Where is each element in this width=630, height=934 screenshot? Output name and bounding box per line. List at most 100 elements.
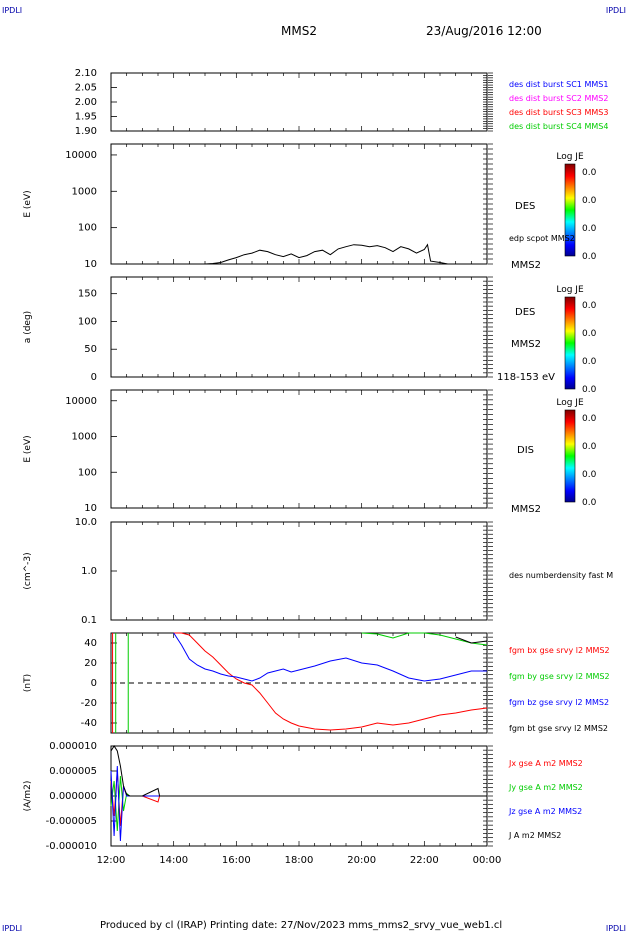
legend-entry: des dist burst SC4 MMS4: [509, 122, 608, 131]
legend-entry: fgm bz gse srvy l2 MMS2: [509, 698, 609, 707]
y-tick-label: -40: [81, 718, 97, 729]
colorbar-title: Log JE: [556, 398, 584, 408]
y-axis-label: E (eV): [23, 190, 33, 217]
y-tick-label: 150: [78, 289, 97, 300]
y-tick-label: 10.0: [75, 517, 97, 528]
y-tick-label: 0.000000: [49, 791, 97, 802]
time-tick-label: 20:00: [347, 855, 376, 866]
panel-frame: [110, 276, 488, 378]
panel-frame: [110, 389, 488, 509]
y-tick-label: 0: [91, 372, 97, 383]
colorbar-title: Log JE: [556, 152, 584, 162]
y-axis-label: (nT): [23, 674, 33, 692]
colorbar: [564, 163, 576, 257]
y-tick-label: 100: [78, 467, 97, 478]
instrument-label: DES: [515, 307, 535, 318]
y-tick-label: 100: [78, 316, 97, 327]
legend-entry: fgm by gse srvy l2 MMS2: [509, 672, 610, 681]
colorbar: [564, 296, 576, 390]
time-tick-label: 00:00: [473, 855, 502, 866]
spacecraft-label: MMS2: [511, 504, 541, 515]
y-tick-label: -20: [81, 698, 97, 709]
legend-entry: des numberdensity fast M: [509, 571, 613, 580]
y-tick-label: 2.00: [75, 97, 97, 108]
panel-frame: [110, 521, 488, 621]
colorbar-tick-label: 0.0: [582, 224, 597, 234]
energy-range-label: 118-153 eV: [497, 372, 555, 383]
y-axis-label: E (eV): [23, 435, 33, 462]
series-line: [110, 765, 487, 842]
time-tick-label: 18:00: [285, 855, 314, 866]
y-axis-label: a (deg): [23, 311, 33, 343]
colorbar-tick-label: 0.0: [582, 357, 597, 367]
colorbar-tick-label: 0.0: [582, 168, 597, 178]
plot-datetime: 23/Aug/2016 12:00: [426, 24, 542, 38]
colorbar: [564, 409, 576, 503]
instrument-label: DES: [515, 201, 535, 212]
spacecraft-label: MMS2: [511, 260, 541, 271]
y-tick-label: 2.05: [75, 83, 97, 94]
footer-credits: Produced by cl (IRAP) Printing date: 27/…: [100, 920, 503, 931]
y-tick-label: 1.0: [81, 566, 97, 577]
y-tick-label: 10: [84, 259, 97, 270]
y-tick-label: 10000: [65, 150, 97, 161]
time-tick-label: 16:00: [222, 855, 251, 866]
y-tick-label: 0.1: [81, 615, 97, 626]
time-tick-label: 14:00: [159, 855, 188, 866]
series-line: [110, 775, 487, 832]
legend-entry: J A m2 MMS2: [508, 831, 561, 840]
y-axis-label: (A/m2): [23, 781, 33, 812]
panel-frame: [110, 143, 488, 265]
legend-entry: Jy gse A m2 MMS2: [508, 783, 583, 792]
y-tick-label: 0: [91, 678, 97, 689]
legend-entry: Jx gse A m2 MMS2: [508, 759, 583, 768]
y-tick-label: 100: [78, 223, 97, 234]
y-tick-label: -0.000010: [46, 841, 97, 852]
legend-entry: Jz gse A m2 MMS2: [508, 807, 582, 816]
colorbar-tick-label: 0.0: [582, 301, 597, 311]
y-axis-label: (cm^-3): [23, 552, 33, 589]
legend-entry: des dist burst SC3 MMS3: [509, 108, 608, 117]
y-tick-label: 10000: [65, 396, 97, 407]
series-line: [455, 636, 488, 644]
corner-label-bottom-right: IPDLI: [605, 924, 626, 933]
scpot-line: [111, 243, 448, 265]
y-tick-label: 2.10: [75, 68, 97, 79]
overlay-label: edp scpot MMS2: [509, 234, 575, 243]
spacecraft-title: MMS2: [281, 24, 317, 38]
y-tick-label: 0.000005: [49, 766, 97, 777]
y-tick-label: -0.000005: [46, 816, 97, 827]
colorbar-tick-label: 0.0: [582, 329, 597, 339]
colorbar-tick-label: 0.0: [582, 442, 597, 452]
y-tick-label: 1.95: [75, 112, 97, 123]
y-tick-label: 40: [84, 638, 97, 649]
colorbar-tick-label: 0.0: [582, 414, 597, 424]
legend-entry: fgm bx gse srvy l2 MMS2: [509, 646, 610, 655]
legend-entry: fgm bt gse srvy l2 MMS2: [509, 724, 608, 733]
corner-label-bottom-left: IPDLI: [2, 924, 23, 933]
y-tick-label: 0.000010: [49, 741, 97, 752]
series-line: [173, 632, 487, 682]
colorbar-tick-label: 0.0: [582, 252, 597, 262]
y-tick-label: 1000: [72, 186, 97, 197]
panel-frame: [110, 72, 488, 132]
y-tick-label: 10: [84, 503, 97, 514]
time-tick-label: 12:00: [97, 855, 126, 866]
y-tick-label: 1000: [72, 432, 97, 443]
series-line: [110, 770, 487, 827]
time-tick-label: 22:00: [410, 855, 439, 866]
colorbar-tick-label: 0.0: [582, 196, 597, 206]
colorbar-title: Log JE: [556, 285, 584, 295]
colorbar-tick-label: 0.0: [582, 470, 597, 480]
series-line: [361, 632, 488, 646]
colorbar-tick-label: 0.0: [582, 385, 597, 395]
y-tick-label: 1.90: [75, 126, 97, 137]
legend-entry: des dist burst SC1 MMS1: [509, 80, 608, 89]
spacecraft-label: MMS2: [511, 339, 541, 350]
y-tick-label: 50: [84, 344, 97, 355]
y-tick-label: 20: [84, 658, 97, 669]
corner-label-top-right: IPDLI: [605, 6, 626, 15]
series-line: [110, 745, 487, 797]
corner-label-top-left: IPDLI: [2, 6, 23, 15]
